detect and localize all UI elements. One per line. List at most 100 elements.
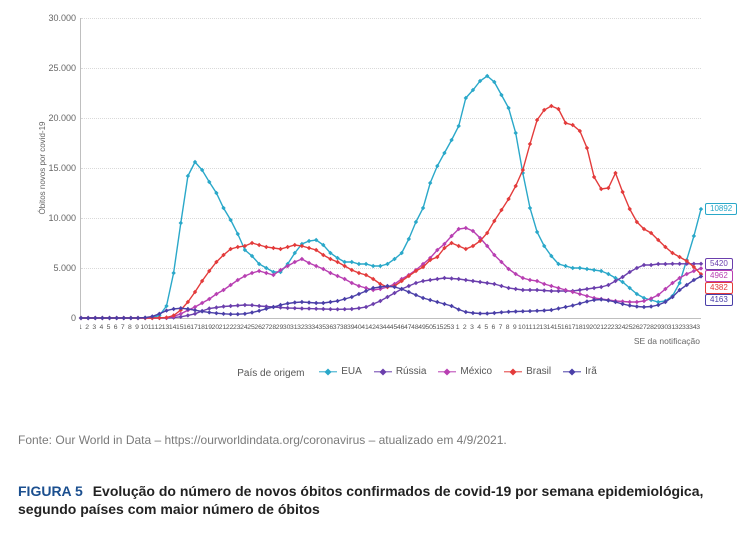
series-marker xyxy=(521,309,525,313)
series-marker xyxy=(506,286,510,290)
series-marker xyxy=(677,262,681,266)
series-marker xyxy=(578,301,582,305)
x-axis-title: SE da notificação xyxy=(80,336,700,346)
series-marker xyxy=(421,279,425,283)
series-marker xyxy=(293,300,297,304)
series-marker xyxy=(585,146,589,150)
series-marker xyxy=(371,264,375,268)
series-marker xyxy=(307,239,311,243)
series-marker xyxy=(506,310,510,314)
series-marker xyxy=(378,264,382,268)
series-marker xyxy=(228,312,232,316)
legend-item-eua: EUA xyxy=(319,366,362,377)
series-marker xyxy=(357,284,361,288)
series-marker xyxy=(492,311,496,315)
series-marker xyxy=(699,266,703,270)
series-marker xyxy=(79,316,83,320)
series-marker xyxy=(93,316,97,320)
legend-item-méxico: México xyxy=(438,366,492,377)
series-marker xyxy=(164,315,168,319)
series-marker xyxy=(207,306,211,310)
series-marker xyxy=(421,296,425,300)
legend-item-brasil: Brasil xyxy=(504,366,551,377)
series-marker xyxy=(599,297,603,301)
series-marker xyxy=(635,304,639,308)
series-svg xyxy=(81,18,701,318)
series-marker xyxy=(414,220,418,224)
series-marker xyxy=(699,262,703,266)
series-end-label-irã: 4163 xyxy=(705,294,733,306)
series-marker xyxy=(663,262,667,266)
series-marker xyxy=(464,278,468,282)
series-marker xyxy=(257,309,261,313)
series-marker xyxy=(250,303,254,307)
series-marker xyxy=(592,286,596,290)
series-marker xyxy=(328,307,332,311)
series-marker xyxy=(528,142,532,146)
series-marker xyxy=(364,262,368,266)
series-marker xyxy=(642,299,646,303)
series-marker xyxy=(485,281,489,285)
x-tick-label: 2 xyxy=(463,324,467,331)
series-marker xyxy=(143,315,147,319)
y-tick-label: 5.000 xyxy=(42,263,76,273)
series-marker xyxy=(335,299,339,303)
series-marker xyxy=(585,294,589,298)
x-tick-label: 8 xyxy=(506,324,510,331)
legend: País de origem EUARússiaMéxicoBrasilIrã xyxy=(80,366,754,379)
series-marker xyxy=(214,305,218,309)
series-marker xyxy=(350,307,354,311)
series-marker xyxy=(257,269,261,273)
series-marker xyxy=(357,292,361,296)
series-marker xyxy=(599,285,603,289)
series-marker xyxy=(585,287,589,291)
series-marker xyxy=(407,290,411,294)
series-marker xyxy=(314,307,318,311)
y-tick-label: 30.000 xyxy=(42,13,76,23)
series-marker xyxy=(571,303,575,307)
x-tick-label: 9 xyxy=(513,324,517,331)
series-marker xyxy=(457,277,461,281)
series-marker xyxy=(492,282,496,286)
series-marker xyxy=(542,308,546,312)
series-marker xyxy=(535,288,539,292)
legend-title: País de origem xyxy=(237,368,304,379)
series-marker xyxy=(357,262,361,266)
series-marker xyxy=(457,244,461,248)
legend-label: Rússia xyxy=(396,366,427,377)
series-marker xyxy=(628,303,632,307)
series-marker xyxy=(278,303,282,307)
series-end-label-méxico: 4962 xyxy=(705,270,733,282)
x-tick-label: 6 xyxy=(491,324,495,331)
series-marker xyxy=(649,263,653,267)
series-marker xyxy=(171,271,175,275)
legend-label: EUA xyxy=(341,366,362,377)
series-end-label-brasil: 4382 xyxy=(705,282,733,294)
series-marker xyxy=(514,131,518,135)
legend-swatch xyxy=(319,368,337,376)
series-marker xyxy=(428,298,432,302)
series-line-irã xyxy=(81,276,701,318)
x-tick-label: 5 xyxy=(484,324,488,331)
series-marker xyxy=(442,302,446,306)
series-marker xyxy=(549,284,553,288)
legend-swatch xyxy=(374,368,392,376)
series-marker xyxy=(528,278,532,282)
x-tick-label: 53 xyxy=(447,324,455,331)
series-marker xyxy=(449,276,453,280)
series-marker xyxy=(307,300,311,304)
series-marker xyxy=(670,262,674,266)
series-marker xyxy=(207,310,211,314)
series-marker xyxy=(271,246,275,250)
series-marker xyxy=(371,302,375,306)
series-marker xyxy=(250,310,254,314)
series-end-label-rússia: 5420 xyxy=(705,258,733,270)
series-marker xyxy=(471,311,475,315)
series-marker xyxy=(464,310,468,314)
figure-container: Óbitos novos por covid-19 05.00010.00015… xyxy=(0,0,754,541)
series-marker xyxy=(578,288,582,292)
series-marker xyxy=(542,282,546,286)
series-marker xyxy=(107,316,111,320)
series-end-label-eua: 10892 xyxy=(705,203,737,215)
series-marker xyxy=(86,316,90,320)
